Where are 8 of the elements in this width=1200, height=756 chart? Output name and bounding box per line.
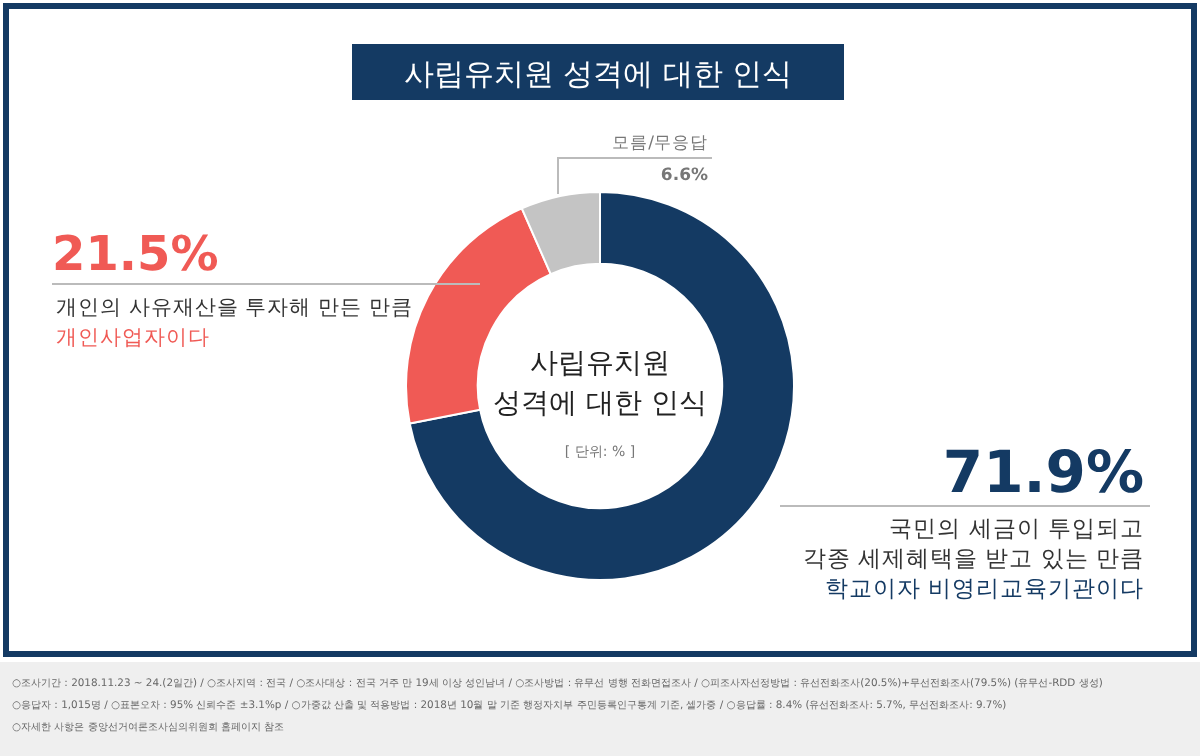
- text: 사립유치원 성격에 대한 인식: [493, 348, 707, 420]
- slice-label: 모름/무응답: [612, 134, 708, 154]
- chart-title: 사립유치원 성격에 대한 인식: [403, 56, 793, 92]
- data-label: 6.6%: [660, 166, 709, 186]
- data-label: 21.5%: [52, 226, 219, 282]
- slice-label: 개인의 사유재산을 투자해 만든 만큼 개인사업자이다: [56, 296, 413, 350]
- slice-label: 국민의 세금이 투입되고 각종 세제혜택을 받고 있는 만큼 학교이자 비영리교육기관이다: [802, 514, 1144, 602]
- data-label: 71.9%: [942, 438, 1144, 506]
